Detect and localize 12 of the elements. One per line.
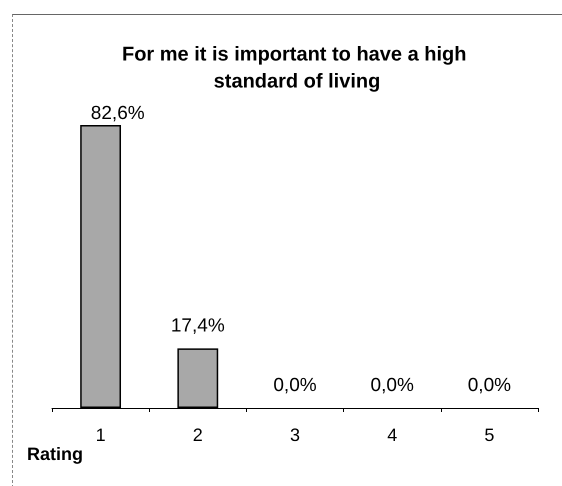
data-label: 0,0% — [468, 375, 512, 396]
chart-title: For me it is important to have a high standard of living — [122, 44, 472, 92]
x-tick-label: 1 — [96, 425, 106, 445]
data-label: 0,0% — [370, 375, 414, 396]
x-tick-label: 5 — [484, 425, 494, 445]
data-label: 17,4% — [170, 315, 225, 336]
x-tick-label: 4 — [387, 425, 398, 445]
x-tick-label: 2 — [192, 425, 203, 445]
data-label: 0,0% — [273, 375, 317, 396]
data-label: 82,6% — [90, 103, 145, 124]
x-axis-title: Rating — [27, 444, 83, 464]
x-tick-label: 3 — [290, 425, 300, 445]
